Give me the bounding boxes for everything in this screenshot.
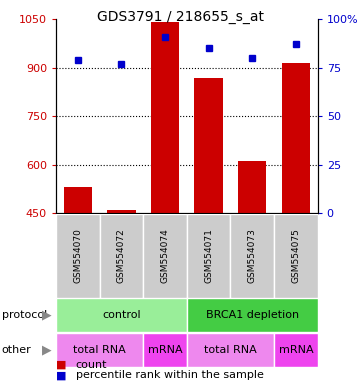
Text: ▶: ▶ <box>42 309 52 322</box>
Text: GSM554070: GSM554070 <box>73 228 82 283</box>
Text: GSM554075: GSM554075 <box>291 228 300 283</box>
Text: percentile rank within the sample: percentile rank within the sample <box>76 370 264 380</box>
Bar <box>274 214 318 298</box>
Bar <box>187 333 274 367</box>
Bar <box>282 63 310 213</box>
Text: count: count <box>76 360 107 370</box>
Text: ■: ■ <box>56 370 66 380</box>
Bar <box>64 187 92 213</box>
Text: ▶: ▶ <box>42 343 52 356</box>
Bar <box>274 333 318 367</box>
Bar <box>56 298 187 332</box>
Text: protocol: protocol <box>2 310 47 320</box>
Text: GSM554071: GSM554071 <box>204 228 213 283</box>
Text: other: other <box>2 345 31 355</box>
Bar <box>107 210 136 213</box>
Bar <box>238 161 266 213</box>
Bar <box>143 214 187 298</box>
Text: BRCA1 depletion: BRCA1 depletion <box>206 310 299 320</box>
Bar <box>100 214 143 298</box>
Text: mRNA: mRNA <box>279 345 313 355</box>
Bar <box>151 22 179 213</box>
Text: GSM554072: GSM554072 <box>117 228 126 283</box>
Text: control: control <box>102 310 141 320</box>
Bar <box>56 214 100 298</box>
Bar <box>230 214 274 298</box>
Text: ■: ■ <box>56 360 66 370</box>
Text: GSM554074: GSM554074 <box>161 228 170 283</box>
Text: GSM554073: GSM554073 <box>248 228 257 283</box>
Bar <box>143 333 187 367</box>
Text: total RNA: total RNA <box>73 345 126 355</box>
Bar <box>187 298 318 332</box>
Bar <box>195 78 223 213</box>
Text: GDS3791 / 218655_s_at: GDS3791 / 218655_s_at <box>97 10 264 23</box>
Bar <box>56 333 143 367</box>
Bar <box>187 214 230 298</box>
Text: total RNA: total RNA <box>204 345 257 355</box>
Text: mRNA: mRNA <box>148 345 182 355</box>
